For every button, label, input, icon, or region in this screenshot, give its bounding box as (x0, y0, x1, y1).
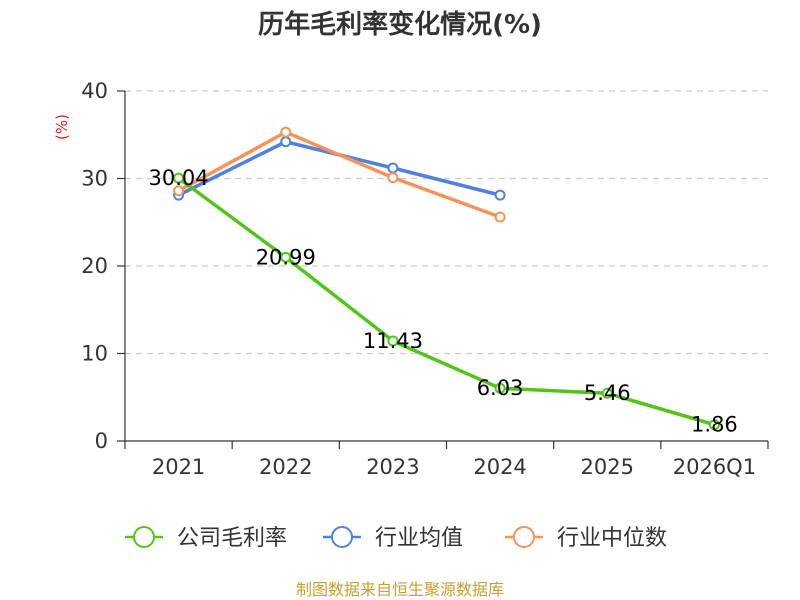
data-point (601, 387, 613, 399)
data-point (387, 335, 399, 347)
data-point (387, 162, 399, 174)
x-tick-label: 2021 (152, 455, 205, 479)
legend-label[interactable]: 行业中位数 (557, 526, 667, 551)
data-label: 5.46 (584, 381, 631, 405)
series-lines (173, 126, 720, 431)
data-point (280, 136, 292, 148)
data-point (494, 382, 506, 394)
y-tick-label: 40 (81, 79, 108, 103)
legend-marker (331, 526, 353, 548)
data-point (494, 211, 506, 223)
y-tick-label: 30 (81, 167, 108, 191)
legend-label[interactable]: 公司毛利率 (177, 526, 287, 551)
x-tick-label: 2026Q1 (673, 455, 756, 479)
grid-lines (125, 90, 768, 355)
data-label: 1.86 (691, 413, 738, 437)
legend-label[interactable]: 行业均值 (375, 526, 463, 551)
data-point (173, 172, 185, 184)
data-point (494, 189, 506, 201)
x-tick-label: 2025 (581, 455, 634, 479)
x-tick-label: 2022 (259, 455, 312, 479)
y-axis-unit-label: (%) (53, 114, 71, 140)
x-tick-label: 2024 (473, 455, 526, 479)
axes: 0 10 20 30 40 2021 2022 2023 2024 2025 2026Q1 (81, 79, 769, 479)
data-point (387, 172, 399, 184)
data-point (173, 185, 185, 197)
data-labels: 30.04 20.99 11.43 6.03 5.46 1.86 (149, 166, 738, 437)
legend-marker (513, 526, 535, 548)
data-point (708, 419, 720, 431)
series-line (177, 130, 501, 219)
y-tick-label: 10 (81, 342, 108, 366)
y-tick-label: 20 (81, 254, 108, 278)
data-label: 6.03 (477, 376, 524, 400)
data-point (280, 251, 292, 263)
series-line (177, 140, 501, 197)
y-tick-label: 0 (95, 429, 108, 453)
data-label: 30.04 (149, 166, 209, 190)
chart-title: 历年毛利率变化情况(%) (258, 9, 542, 40)
data-label: 20.99 (256, 245, 316, 269)
legend: 公司毛利率 行业均值 行业中位数 (125, 526, 667, 551)
data-label: 11.43 (363, 329, 423, 353)
legend-marker (133, 526, 155, 548)
x-tick-label: 2023 (366, 455, 419, 479)
source-note: 制图数据来自恒生聚源数据库 (296, 580, 504, 599)
series-line (177, 176, 715, 427)
data-point (280, 126, 292, 138)
